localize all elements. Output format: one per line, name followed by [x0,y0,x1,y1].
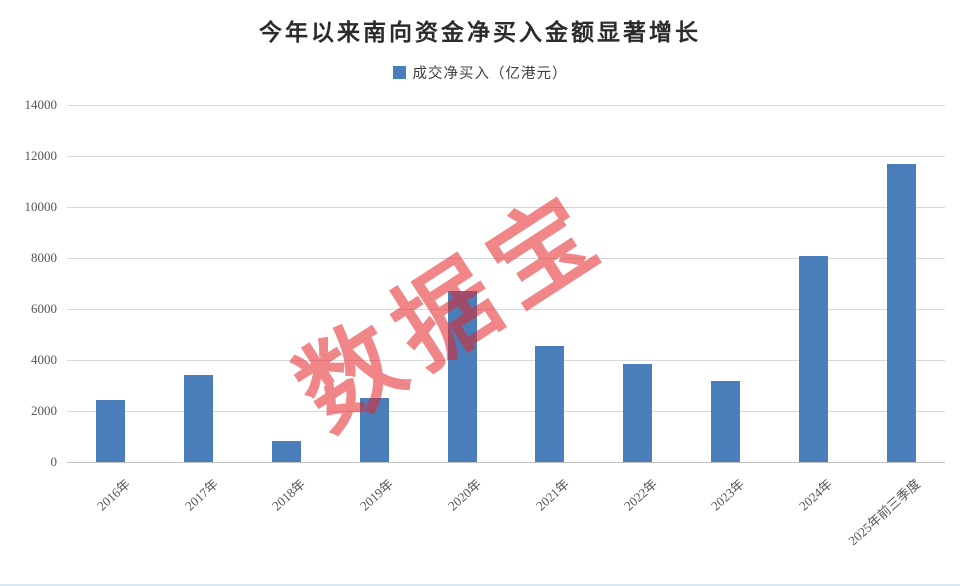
x-tick-label-2019年: 2019年 [357,476,397,514]
x-tick-label-2017年: 2017年 [181,476,221,514]
bar-2025年前三季度 [886,163,916,462]
x-tick-label-2024年: 2024年 [796,476,836,514]
bar-2022年 [623,363,653,462]
y-tick-label-6000: 6000 [31,301,57,316]
chart-title: 今年以来南向资金净买入金额显著增长 [259,20,701,45]
gridline-y4000 [67,360,945,361]
gridline-y14000 [67,105,945,106]
x-tick-label-2022年: 2022年 [620,476,660,514]
bar-2017年 [184,375,214,462]
gridline-y12000 [67,156,945,157]
x-tick-label-2021年: 2021年 [532,476,572,514]
gridline-y8000 [67,258,945,259]
x-tick-label-2025年前三季度: 2025年前三季度 [845,476,924,549]
y-tick-label-14000: 14000 [24,97,58,112]
y-tick-label-0: 0 [50,454,58,469]
bar-2016年 [96,399,126,462]
gridline-y10000 [67,207,945,208]
x-tick-label-2020年: 2020年 [445,476,485,514]
y-tick-label-2000: 2000 [31,403,57,418]
x-axis-line [67,462,945,463]
gridline-y2000 [67,411,945,412]
bar-2020年 [447,291,477,462]
x-tick-label-2023年: 2023年 [708,476,748,514]
y-tick-label-8000: 8000 [31,250,57,265]
gridline-y6000 [67,309,945,310]
bar-2021年 [535,346,565,462]
legend-label: 成交净买入（亿港元） [412,66,568,82]
bar-2019年 [359,398,389,462]
y-tick-label-4000: 4000 [31,352,57,367]
bar-2018年 [272,440,301,462]
x-tick-label-2016年: 2016年 [93,476,133,514]
bar-2023年 [711,380,740,462]
y-tick-label-10000: 10000 [24,199,58,214]
y-tick-label-12000: 12000 [24,148,58,163]
x-tick-label-2018年: 2018年 [269,476,309,514]
legend: 成交净买入（亿港元） [0,62,960,83]
legend-swatch-icon [392,66,406,79]
bar-2024年 [798,255,828,462]
